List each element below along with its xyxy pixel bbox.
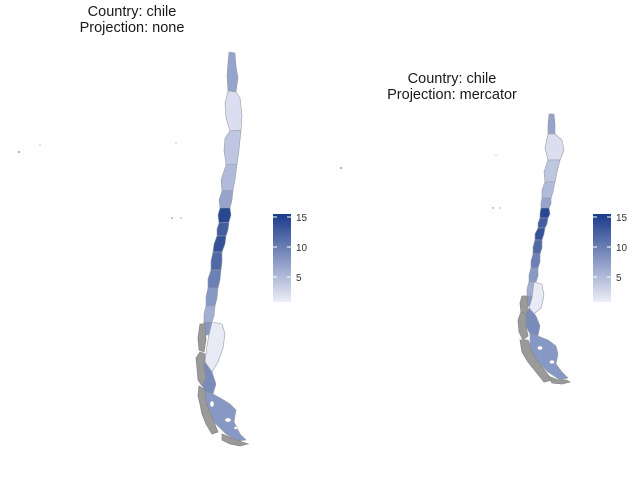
panel-2-legend-tick-label: 15 <box>616 213 628 224</box>
panel-1-region <box>220 163 238 192</box>
panel-2-legend-tick-label: 10 <box>616 243 628 254</box>
panel-1-archipelago-south <box>197 385 219 435</box>
panel-2-title: Country: chile Projection: mercator <box>387 71 517 103</box>
panel-1-title-line1: Country: chile <box>88 4 177 20</box>
panel-1-island-juan-fernandez-a <box>171 217 173 219</box>
panel-projection-none: Country: chile Projection: none <box>18 4 308 447</box>
panel-2-offshore-islands <box>340 154 501 209</box>
panel-2-region <box>541 181 556 199</box>
panel-2-region <box>540 197 552 209</box>
panel-1-legend-tick-label: 5 <box>296 273 302 284</box>
panel-2-island-small <box>495 154 497 156</box>
panel-2-tierra-del-fuego-islands <box>547 375 572 385</box>
panel-2-legend-colorbar <box>593 214 611 302</box>
panel-1-legend-tick-label: 15 <box>296 213 308 224</box>
panel-2-legend-ticks: 15 10 5 <box>593 213 628 284</box>
panel-1-region <box>205 287 219 307</box>
panel-2-legend-tick-label: 5 <box>616 273 622 284</box>
panel-2-lake-1 <box>537 345 543 351</box>
panel-1-tierra-del-fuego-islands <box>221 433 250 447</box>
panel-1-island-small-1 <box>39 144 41 146</box>
panel-1-regions <box>199 51 247 442</box>
panel-2-region <box>537 217 549 229</box>
panel-1-region <box>203 305 216 323</box>
panel-1-region <box>212 235 227 253</box>
panel-1-island-juan-fernandez-b <box>180 217 182 219</box>
panel-2-lake-2 <box>549 360 555 365</box>
panel-2-region <box>534 227 546 241</box>
panel-2-region <box>547 113 556 135</box>
panel-projection-mercator: Country: chile Projection: mercator <box>340 71 628 385</box>
panel-2-region <box>532 239 543 255</box>
panel-1-title-line2: Projection: none <box>80 20 185 36</box>
panel-2-region <box>544 133 565 161</box>
panel-2-region <box>530 253 541 269</box>
panel-2-region <box>528 281 545 315</box>
panel-1-region <box>224 90 243 132</box>
panel-1-legend-ticks: 15 10 5 <box>273 213 308 284</box>
panel-1-lake-1 <box>209 400 215 408</box>
panel-1-region <box>204 321 226 373</box>
panel-1-region <box>226 51 239 93</box>
panel-1-legend-tick-label: 10 <box>296 243 308 254</box>
panel-1-offshore-islands <box>18 142 182 219</box>
panel-2-island-juan-fernandez-a <box>492 207 494 209</box>
panel-2-regions <box>524 113 569 381</box>
panel-1-lakes <box>209 400 239 430</box>
panel-2-legend: 15 10 5 <box>593 213 628 302</box>
panel-2-region <box>543 159 561 183</box>
panel-1-fjord-islands <box>195 323 250 447</box>
panel-2-island-juan-fernandez-b <box>499 207 501 209</box>
panel-2-title-line2: Projection: mercator <box>387 87 517 103</box>
panel-1-lake-2 <box>224 417 232 423</box>
panel-1-region <box>217 207 232 224</box>
panel-1-lake-3 <box>233 426 239 430</box>
panel-2-region <box>529 333 569 381</box>
panel-2-region <box>539 207 551 219</box>
panel-1-region <box>216 221 230 237</box>
panel-1-island-far-west <box>18 151 20 153</box>
panel-1-chiloe-island <box>197 323 207 353</box>
panel-2-archipelago-north <box>517 311 529 341</box>
panel-1-title: Country: chile Projection: none <box>80 4 185 36</box>
panel-1-island-small-2 <box>175 142 177 144</box>
panel-2-region <box>528 267 539 283</box>
panel-1-region <box>223 129 242 166</box>
panel-2-island-far-west <box>340 167 342 169</box>
panel-2-chiloe-island <box>519 295 529 315</box>
panel-1-legend: 15 10 5 <box>273 213 308 302</box>
panel-2-fjord-islands <box>517 295 572 385</box>
panel-1-region <box>207 269 222 289</box>
panel-1-archipelago-north <box>195 351 207 387</box>
panel-1-region <box>210 251 223 271</box>
panel-1-legend-colorbar <box>273 214 291 302</box>
panel-2-lakes <box>537 345 555 365</box>
panel-1-region <box>218 189 234 209</box>
panel-2-title-line1: Country: chile <box>408 71 497 87</box>
